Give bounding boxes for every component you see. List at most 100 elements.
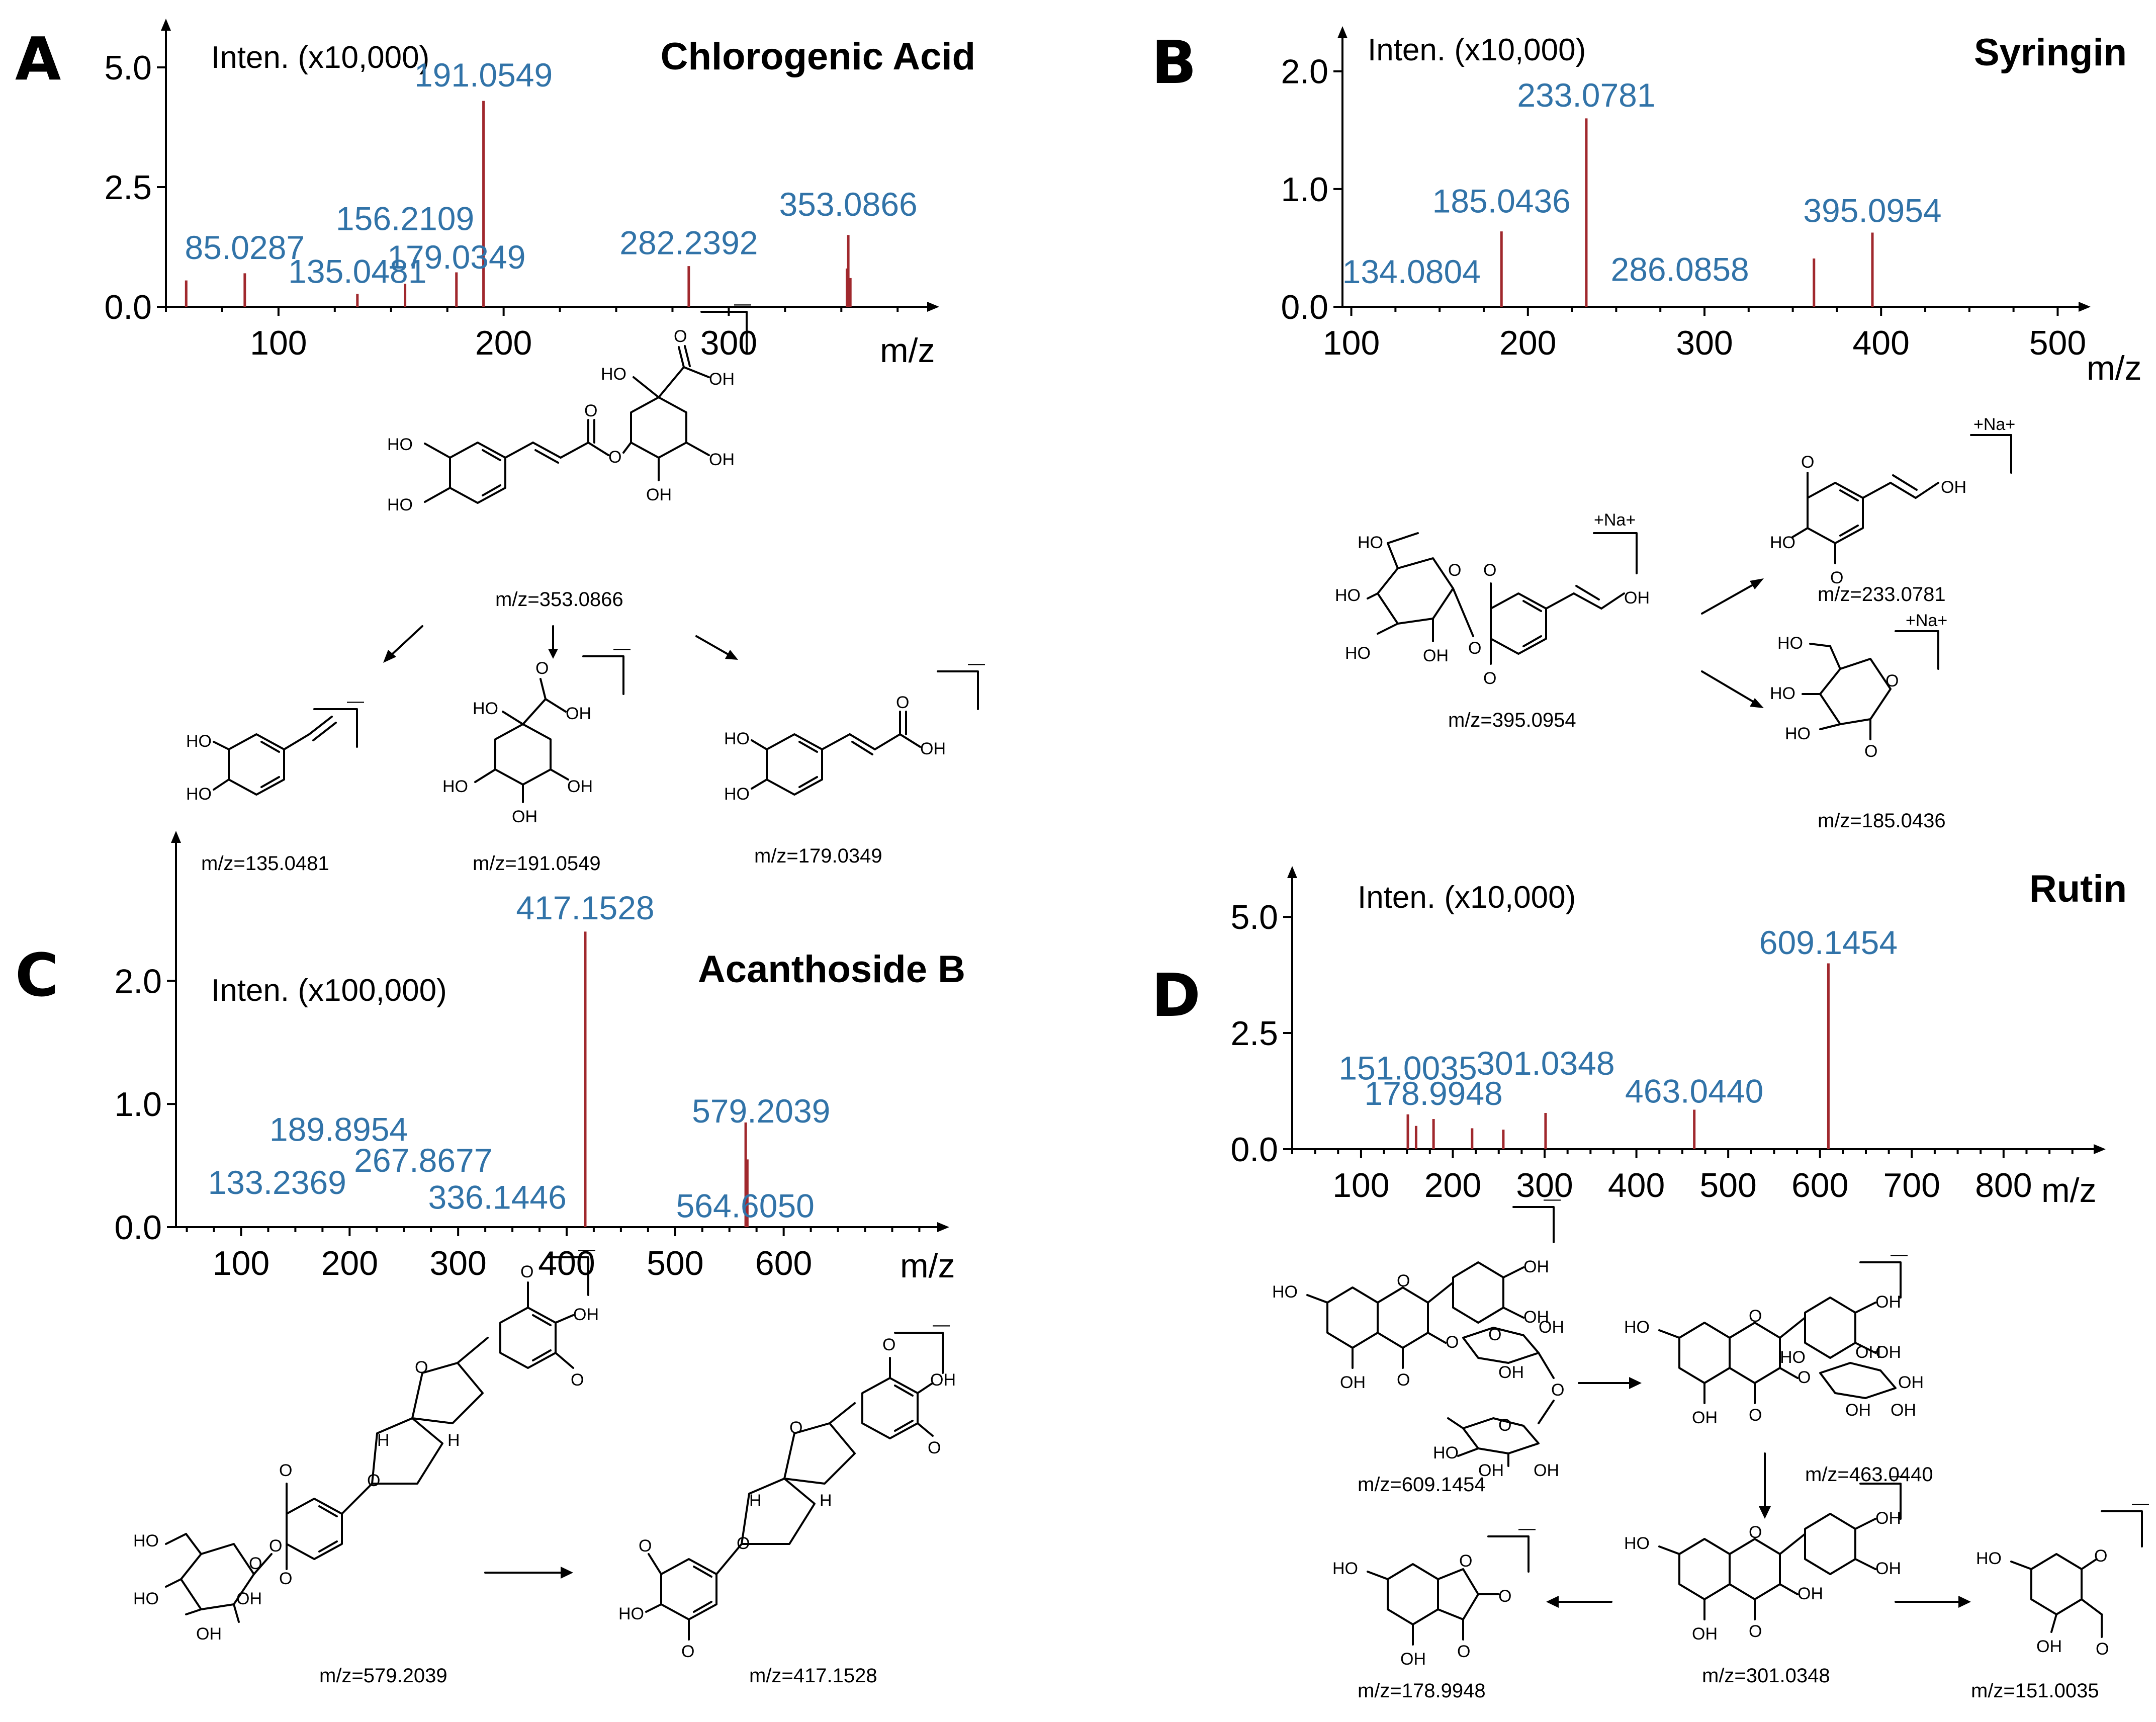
chart-d-x-tick-label: 300 [1516,1166,1573,1204]
atom-o-d5: O [1551,1381,1564,1400]
chart-a-x-label: m/z [880,331,935,370]
arrow-a-3 [695,635,733,657]
atom-h-c1: H [377,1431,390,1450]
structure-frag-191: HO O OH HO OH OH — [442,639,631,826]
mz-label-b-frag2: m/z=185.0436 [1818,810,1946,832]
atom-oh-c2: OH [236,1589,262,1608]
atom-oh-d9: OH [1875,1293,1901,1312]
chart-d-x-tick-label: 400 [1608,1166,1665,1204]
atom-ho-d2: HO [1433,1443,1459,1462]
atom-ho-b7: HO [1785,724,1811,743]
atom-o-c11: O [737,1534,750,1553]
atom-ho-b2: HO [1335,586,1361,605]
atom-oh-d16: OH [1798,1584,1823,1603]
atom-oh-d17: OH [1875,1509,1901,1528]
chart-c-y-tick-label: 0.0 [114,1209,162,1247]
atom-ho-b5: HO [1777,634,1803,653]
mz-label-b-frag1: m/z=233.0781 [1818,583,1946,606]
atom-oh-d19: OH [1400,1650,1426,1669]
panel-letter-c: C [15,940,59,1010]
chart-c-peak-label: 267.8677 [354,1142,492,1179]
atom-ho-4: HO [186,732,212,751]
structure-frag-135: HO HO — [186,692,364,804]
atom-oh-b1: OH [1423,646,1449,665]
atom-o-4: O [535,659,549,678]
atom-ho-c2: HO [133,1589,159,1608]
panel-letter-b: B [1151,28,1197,97]
charge-minus-d5: — [2132,1494,2149,1513]
structure-frag-463: HO OH O O O OH OH HO OH OH OH OH — [1624,1245,1924,1427]
atom-o-c2: O [269,1536,282,1556]
mz-label-d-frag2: m/z=301.0348 [1702,1665,1830,1687]
atom-oh-d13: OH [1891,1401,1916,1420]
mz-label-c-frag1: m/z=417.1528 [749,1665,877,1687]
atom-ho-1: HO [387,435,413,454]
chart-c-y-tick-label: 1.0 [114,1085,162,1124]
atom-oh-d3: OH [1523,1308,1549,1327]
chart-c-x-tick-label: 300 [429,1244,486,1282]
atom-o-c7: O [520,1262,533,1281]
atom-o-d4: O [1488,1325,1501,1344]
atom-o-c10: O [681,1642,694,1661]
charge-minus-a3: — [968,654,985,673]
spectrum-chart-a: 100 200 300 0.0 2.5 5.0 Inten. (x10,000) m/z Chl… [104,19,975,370]
chart-b-x-tick-label: 100 [1323,324,1380,362]
chart-c-x-arrow [937,1222,949,1232]
atom-o-3: O [674,327,687,346]
charge-minus-d1: — [1544,1189,1561,1209]
chart-d-peak-label: 609.1454 [1759,924,1898,961]
charge-na-b1: +Na+ [1594,510,1636,530]
chart-d-y-tick-label: 2.5 [1230,1014,1278,1053]
chart-b-x-label: m/z [2087,349,2142,387]
chart-d-x-tick-label: 800 [1975,1166,2032,1204]
chart-b-x-tick-label: 500 [2029,324,2086,362]
atom-ho-d5: HO [1624,1534,1650,1553]
atom-h-c2: H [447,1431,460,1450]
chart-c-peak-label: 133.2369 [208,1164,346,1201]
atom-o-d12: O [1459,1552,1472,1571]
atom-o-d13: O [1498,1587,1511,1606]
atom-ho-b4: HO [1770,533,1795,552]
atom-ho-d4: HO [1780,1348,1806,1367]
mz-label-a-frag3: m/z=179.0349 [754,845,882,867]
atom-o-c3: O [279,1461,292,1480]
chart-d-x-tick-label: 200 [1424,1166,1481,1204]
chart-d-peak-label: 151.0035 [1338,1049,1477,1086]
arrow-b-2 [1701,670,1758,705]
atom-oh-2: OH [709,450,735,469]
chart-a-title: Chlorogenic Acid [661,35,975,78]
atom-oh-d7: OH [1534,1461,1559,1480]
chart-b-y-tick-label: 0.0 [1281,288,1328,326]
atom-oh-c3: OH [573,1305,599,1324]
chart-d-peak-label: 463.0440 [1625,1073,1763,1110]
chart-d-x-label: m/z [2041,1171,2097,1210]
chart-d-peak-label: 301.0348 [1476,1045,1614,1082]
atom-o-b2: O [1468,639,1481,658]
atom-o-b1: O [1448,561,1461,580]
chart-b-y-tick-label: 2.0 [1281,53,1328,91]
atom-ho-c1: HO [133,1531,159,1551]
chart-c-y-tick-label: 2.0 [114,962,162,1000]
chart-b-peak-label: 233.0781 [1517,76,1655,114]
chart-b-x-tick-label: 200 [1499,324,1556,362]
spectrum-chart-c: 100 200 300 400 500 600 0.0 1.0 2.0 Inten. (x100,… [114,831,965,1285]
atom-o-d16: O [2096,1640,2109,1659]
atom-o-d14: O [1457,1642,1470,1661]
chart-b-peak-label: 185.0436 [1432,183,1571,220]
chart-a-x-arrow [927,302,939,312]
mz-label-d-frag1: m/z=463.0440 [1805,1463,1933,1486]
chart-a-peak-label: 179.0349 [387,238,525,276]
chart-c-x-tick-label: 400 [538,1244,595,1282]
spectrum-chart-d: 100 200 300 400 500 600 700 800 0.0 2.5 5.0 Inten. … [1230,866,2127,1210]
atom-oh-5: OH [567,777,593,796]
atom-ho-2: HO [387,495,413,514]
atom-ho-c3: HO [618,1604,644,1623]
atom-oh-d11: OH [1898,1373,1924,1392]
structure-frag-151: HO O OH O — [1976,1494,2149,1659]
atom-o-c6: O [415,1358,428,1377]
mz-label-b-parent: m/z=395.0954 [1448,709,1576,731]
chart-a-y-label: Inten. (x10,000) [211,40,429,75]
atom-ho-5: HO [186,785,212,804]
atom-oh-6: OH [512,807,537,826]
mz-label-c-parent: m/z=579.2039 [319,1665,447,1687]
